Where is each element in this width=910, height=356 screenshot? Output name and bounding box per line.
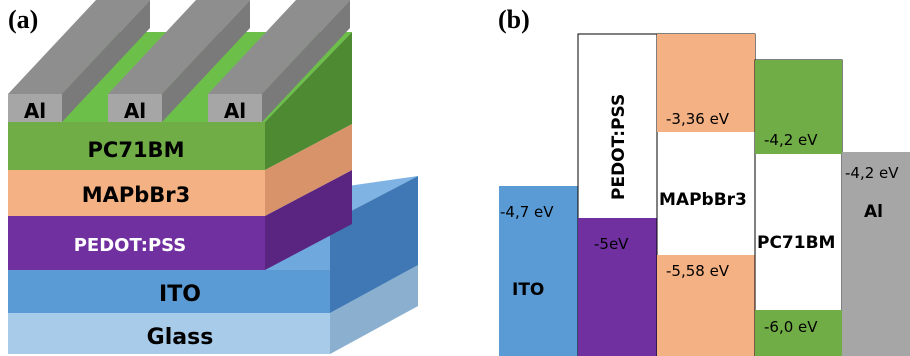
pc71bm-label: PC71BM bbox=[88, 138, 185, 162]
pc71bm-band: -4,2 eV PC71BM -6,0 eV bbox=[754, 59, 843, 356]
al-electrode-1: Al bbox=[8, 0, 150, 123]
mapbbr3-lumo-level: -3,36 eV bbox=[666, 110, 730, 128]
mapbbr3-homo-level: -5,58 eV bbox=[666, 262, 730, 280]
panel-b-label: (b) bbox=[498, 5, 530, 34]
ito-band: -4,7 eV ITO bbox=[499, 186, 578, 356]
al-label-2: Al bbox=[124, 99, 146, 123]
glass-layer: Glass bbox=[8, 265, 418, 354]
mapbbr3-layer: MAPbBr3 bbox=[8, 124, 352, 216]
pc71bm-homo-level: -6,0 eV bbox=[764, 318, 818, 336]
pedot-label: PEDOT:PSS bbox=[74, 235, 187, 256]
pedot-layer: PEDOT:PSS bbox=[8, 170, 352, 270]
al-label-3: Al bbox=[224, 99, 246, 123]
pedot-level: -5eV bbox=[594, 235, 629, 253]
ito-label: ITO bbox=[159, 282, 201, 307]
ito-level: -4,7 eV bbox=[500, 203, 554, 221]
al-band-label: Al bbox=[864, 202, 883, 222]
al-electrode-3: Al bbox=[208, 0, 350, 123]
mapbbr3-band-label: MAPbBr3 bbox=[659, 190, 747, 210]
pedot-band-label: PEDOT:PSS bbox=[609, 94, 629, 200]
mapbbr3-band: -3,36 eV MAPbBr3 -5,58 eV bbox=[656, 33, 756, 356]
al-band: -4,2 eV Al bbox=[842, 152, 910, 356]
pc71bm-band-label: PC71BM bbox=[757, 233, 835, 253]
al-electrode-2: Al bbox=[108, 0, 250, 123]
pc71bm-lumo-level: -4,2 eV bbox=[764, 131, 818, 149]
glass-label: Glass bbox=[147, 325, 214, 350]
mapbbr3-label: MAPbBr3 bbox=[82, 183, 191, 207]
pedot-band: -5eV PEDOT:PSS bbox=[577, 33, 658, 356]
ito-band-label: ITO bbox=[512, 280, 544, 300]
al-level: -4,2 eV bbox=[845, 164, 899, 182]
panel-a-label: (a) bbox=[8, 5, 38, 34]
al-label-1: Al bbox=[24, 99, 46, 123]
